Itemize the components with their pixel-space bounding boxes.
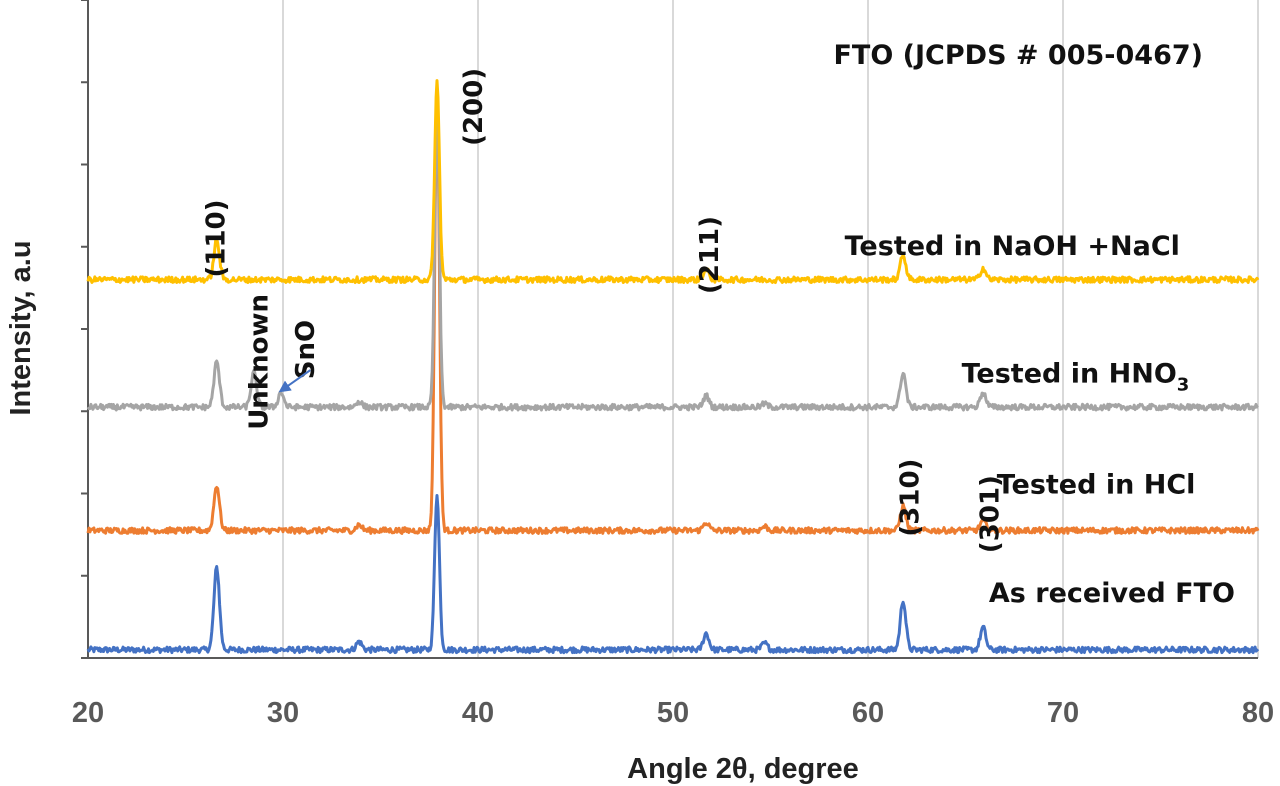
grid-layer — [282, 0, 1259, 658]
peak-annotation: (310) — [896, 459, 926, 537]
y-axis-title: Intensity, a.u — [5, 240, 37, 415]
peak-annotation: (301) — [976, 475, 1006, 553]
label-layer: As received FTO Tested in HCl Tested in HN… — [202, 68, 1235, 609]
series-label-text: As received FTO — [989, 578, 1235, 609]
series-line-3 — [86, 79, 1260, 284]
series-label-text: Tested in HCl — [997, 470, 1196, 501]
peak-annotation: SnO — [291, 320, 321, 379]
series-layer — [86, 79, 1260, 655]
series-label-text: Tested in NaOH +NaCl — [845, 231, 1180, 262]
series-line-1 — [86, 95, 1260, 535]
peak-annotation: Unknown — [244, 294, 274, 430]
chart-title: FTO (JCPDS # 005-0467) — [833, 40, 1203, 71]
series-label: Tested in HNO3 — [962, 358, 1190, 395]
sno-arrow — [278, 369, 311, 393]
peak-annotation: (211) — [695, 216, 725, 294]
x-tick-label: 20 — [72, 697, 104, 729]
peak-annotation: (110) — [202, 199, 232, 277]
x-tick-label: 80 — [1242, 697, 1274, 729]
series-label: Tested in HCl — [997, 470, 1196, 501]
x-axis-title: Angle 2θ, degree — [627, 753, 859, 785]
x-tick-label: 40 — [462, 697, 494, 729]
series-label-text: Tested in HNO — [962, 358, 1177, 389]
series-line-2 — [86, 110, 1259, 412]
peak-annotation: (200) — [459, 68, 489, 146]
x-tick-label: 30 — [267, 697, 299, 729]
x-tick-label: 60 — [852, 697, 884, 729]
series-label: As received FTO — [989, 578, 1235, 609]
axis-layer: 20 30 40 50 60 70 80 — [72, 0, 1274, 729]
series-label-subscript: 3 — [1177, 374, 1190, 395]
series-line-0 — [86, 494, 1260, 655]
x-tick-label: 50 — [657, 697, 689, 729]
x-tick-label: 70 — [1047, 697, 1079, 729]
series-label: Tested in NaOH +NaCl — [845, 231, 1180, 262]
